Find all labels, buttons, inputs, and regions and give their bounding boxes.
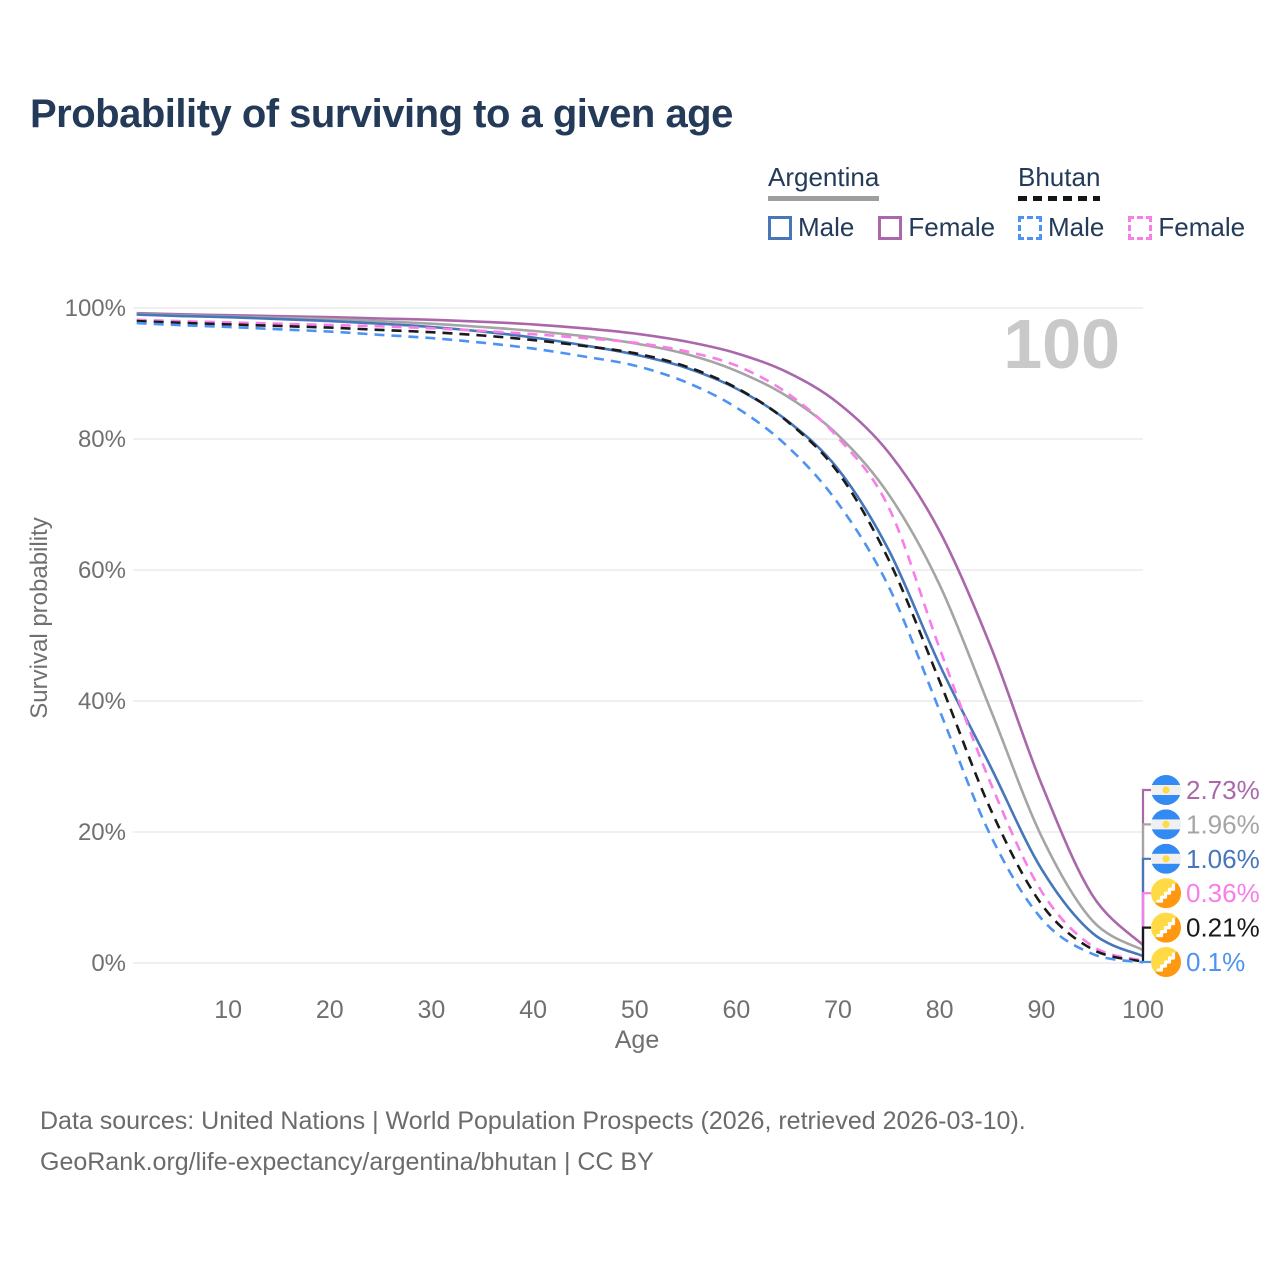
legend-swatch-argentina-male[interactable] <box>768 215 792 240</box>
bhutan-flag-icon <box>1151 878 1181 908</box>
x-tick-label-50: 50 <box>621 996 649 1024</box>
footer: Data sources: United Nations | World Pop… <box>40 1101 1026 1183</box>
argentina-solid-line-swatch <box>768 196 880 201</box>
x-tick-label-20: 20 <box>316 996 344 1024</box>
x-tick-label-80: 80 <box>926 996 954 1024</box>
curve-bhutan-both-sexes[interactable] <box>136 319 1144 963</box>
leader-argentina-both-sexes <box>1141 823 1151 951</box>
legend-country-bhutan-label: Bhutan <box>1018 162 1101 192</box>
y-tick-label-0: 0% <box>91 950 126 977</box>
x-tick-label-90: 90 <box>1027 996 1055 1024</box>
legend-row-bhutan: Male Female <box>1018 212 1269 243</box>
argentina-flag-icon <box>1151 775 1181 805</box>
footer-attribution: GeoRank.org/life-expectancy/argentina/bh… <box>40 1148 654 1176</box>
curve-argentina-female[interactable] <box>136 311 1144 947</box>
curve-bhutan-female[interactable] <box>136 318 1144 962</box>
end-label-bhutan-both-sexes: 0.21% <box>1186 913 1260 943</box>
legend-label-argentina-female[interactable]: Female <box>908 212 996 242</box>
x-tick-label-10: 10 <box>214 996 242 1024</box>
end-label-bhutan-male: 0.1% <box>1186 947 1245 977</box>
end-label-bhutan-female: 0.36% <box>1186 878 1260 908</box>
watermark-age-100: 100 <box>1003 305 1120 383</box>
legend-swatch-bhutan-female[interactable] <box>1128 215 1153 240</box>
curve-argentina-male[interactable] <box>136 313 1144 958</box>
bhutan-flag-icon <box>1151 913 1181 943</box>
leader-argentina-female <box>1141 788 1151 946</box>
legend-row-argentina: Male Female <box>768 212 1019 243</box>
legend-swatch-bhutan-male[interactable] <box>1018 215 1042 240</box>
argentina-flag-icon <box>1151 809 1181 839</box>
y-axis-title: Survival probability <box>26 517 53 718</box>
x-tick-label-60: 60 <box>722 996 750 1024</box>
legend-group-argentina: Argentina Male Female <box>768 162 1019 243</box>
legend-country-argentina[interactable]: Argentina <box>768 162 880 201</box>
legend-group-bhutan: Bhutan Male Female <box>1018 162 1269 243</box>
leader-argentina-male <box>1141 857 1151 957</box>
bhutan-dashed-line-swatch <box>1018 196 1101 201</box>
legend-label-bhutan-female[interactable]: Female <box>1158 212 1246 242</box>
bhutan-flag-icon <box>1151 947 1181 977</box>
y-tick-label-20: 20% <box>78 819 126 846</box>
legend-country-argentina-label: Argentina <box>768 162 880 192</box>
y-tick-label-40: 40% <box>78 688 126 715</box>
curve-bhutan-male[interactable] <box>136 321 1144 964</box>
legend-label-bhutan-male[interactable]: Male <box>1048 212 1105 242</box>
y-tick-label-60: 60% <box>78 557 126 584</box>
x-axis-title: Age <box>615 1026 659 1054</box>
footer-data-sources: Data sources: United Nations | World Pop… <box>40 1107 1026 1135</box>
end-label-argentina-male: 1.06% <box>1186 844 1260 874</box>
end-label-argentina-both-sexes: 1.96% <box>1186 809 1260 839</box>
page-title: Probability of surviving to a given age <box>30 92 733 136</box>
x-tick-label-100: 100 <box>1122 996 1164 1024</box>
x-tick-label-40: 40 <box>519 996 547 1024</box>
legend-country-bhutan[interactable]: Bhutan <box>1018 162 1101 201</box>
legend-swatch-argentina-female[interactable] <box>878 215 903 240</box>
leader-bhutan-both-sexes <box>1141 926 1151 962</box>
x-tick-label-30: 30 <box>418 996 446 1024</box>
x-tick-label-70: 70 <box>824 996 852 1024</box>
argentina-flag-icon <box>1151 844 1181 874</box>
y-tick-label-80: 80% <box>78 426 126 453</box>
curve-argentina-both-sexes[interactable] <box>136 312 1144 952</box>
legend-label-argentina-male[interactable]: Male <box>798 212 855 242</box>
end-label-argentina-female: 2.73% <box>1186 775 1260 805</box>
y-tick-label-100: 100% <box>65 295 126 322</box>
